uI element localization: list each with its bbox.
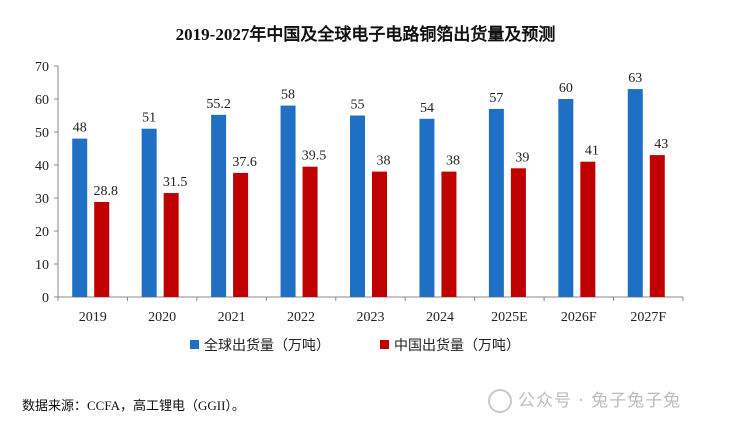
bar-global	[488, 108, 504, 298]
x-tick-label: 2024	[426, 310, 454, 325]
x-tick-label: 2019	[79, 310, 107, 325]
bar-china	[302, 166, 318, 297]
y-tick-label: 20	[35, 225, 49, 240]
data-label-china: 38	[377, 154, 391, 169]
data-label-global: 55.2	[206, 97, 231, 112]
bar-china	[649, 155, 665, 297]
bar-chart: 0 10 20 30 40 50 60 70 2019 48 28.8 2020 51 31.5 2021 5…	[35, 60, 684, 354]
y-tick-label: 30	[35, 192, 49, 207]
x-tick-label: 2020	[148, 310, 176, 325]
data-label-china: 43	[654, 137, 668, 152]
bar-global	[211, 114, 227, 297]
data-label-china: 38	[446, 154, 460, 169]
bar-global	[141, 128, 157, 297]
y-tick-label: 10	[35, 258, 49, 273]
data-label-global: 58	[281, 88, 295, 103]
x-tick-label: 2025E	[491, 310, 528, 325]
bar-china	[510, 168, 526, 297]
bar-global	[558, 99, 574, 297]
bar-global	[419, 118, 435, 297]
data-label-global: 48	[73, 121, 87, 136]
watermark-text: 公众号 · 兔子兔子兔	[518, 391, 682, 411]
bar-china	[94, 201, 110, 297]
legend-swatch-global	[190, 340, 199, 349]
chart-title: 2019-2027年中国及全球电子电路铜箔出货量及预测	[175, 25, 556, 44]
data-label-global: 63	[628, 71, 642, 86]
x-tick-label: 2022	[287, 310, 315, 325]
legend-label-global: 全球出货量（万吨）	[204, 337, 330, 354]
x-tick-label: 2021	[218, 310, 246, 325]
bar-china	[233, 172, 249, 297]
legend-swatch-china	[380, 340, 389, 349]
watermark-logo-icon	[488, 389, 512, 413]
bar-global	[280, 105, 296, 297]
data-label-china: 39	[515, 150, 529, 165]
data-label-global: 60	[559, 81, 573, 96]
y-tick-label: 0	[42, 291, 49, 306]
data-label-global: 55	[351, 98, 365, 113]
data-label-china: 39.5	[302, 149, 327, 164]
data-label-china: 31.5	[163, 175, 188, 190]
x-tick-label: 2026F	[561, 310, 597, 325]
y-tick-label: 40	[35, 159, 49, 174]
bar-global	[72, 138, 88, 297]
bar-global	[350, 115, 365, 297]
x-tick-label: 2027F	[630, 310, 666, 325]
data-label-china: 28.8	[93, 184, 118, 199]
bar-global	[627, 89, 643, 297]
data-label-global: 54	[420, 101, 434, 116]
data-label-global: 57	[489, 91, 503, 106]
x-tick-label: 2023	[357, 310, 385, 325]
data-label-global: 51	[142, 111, 156, 126]
watermark: 公众号 · 兔子兔子兔	[488, 386, 681, 413]
bar-china	[372, 171, 387, 297]
data-label-china: 41	[585, 144, 599, 159]
bar-china	[441, 171, 457, 297]
source-note: 数据来源：CCFA，高工锂电（GGII）。	[22, 398, 245, 413]
legend-label-china: 中国出货量（万吨）	[394, 337, 520, 354]
data-label-china: 37.6	[232, 155, 257, 170]
y-tick-label: 70	[35, 60, 49, 75]
y-tick-label: 60	[35, 93, 49, 108]
bar-china	[163, 193, 179, 297]
y-tick-label: 50	[35, 126, 49, 141]
bar-china	[580, 161, 596, 297]
